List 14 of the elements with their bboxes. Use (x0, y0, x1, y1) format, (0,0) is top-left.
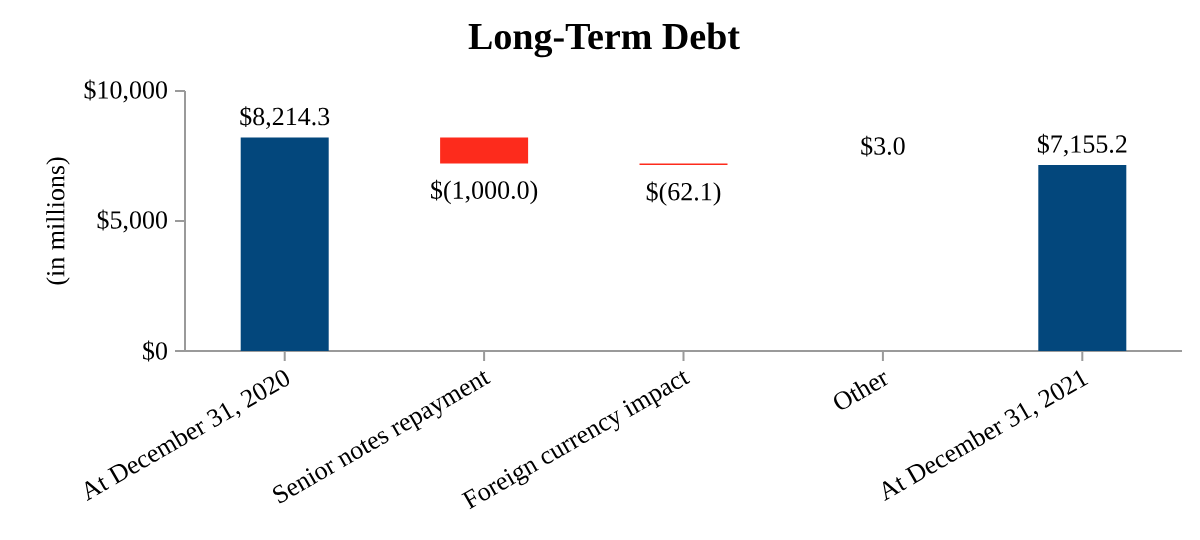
data-label: $(1,000.0) (431, 179, 538, 205)
bar (240, 137, 329, 351)
chart-title: Long-Term Debt (468, 22, 740, 58)
y-tick-label: $10,000 (84, 79, 167, 103)
y-tick-label: $5,000 (97, 209, 167, 233)
y-tick-label: $0 (143, 340, 167, 362)
data-label: $3.0 (861, 135, 905, 157)
y-axis-title: (in millions) (46, 157, 70, 285)
bar (440, 137, 529, 164)
data-label: $(62.1) (646, 181, 721, 206)
data-label: $7,155.2 (1037, 133, 1127, 157)
x-tick-label: Other (834, 372, 889, 410)
bar (1038, 164, 1127, 351)
data-label: $8,214.3 (240, 106, 330, 130)
